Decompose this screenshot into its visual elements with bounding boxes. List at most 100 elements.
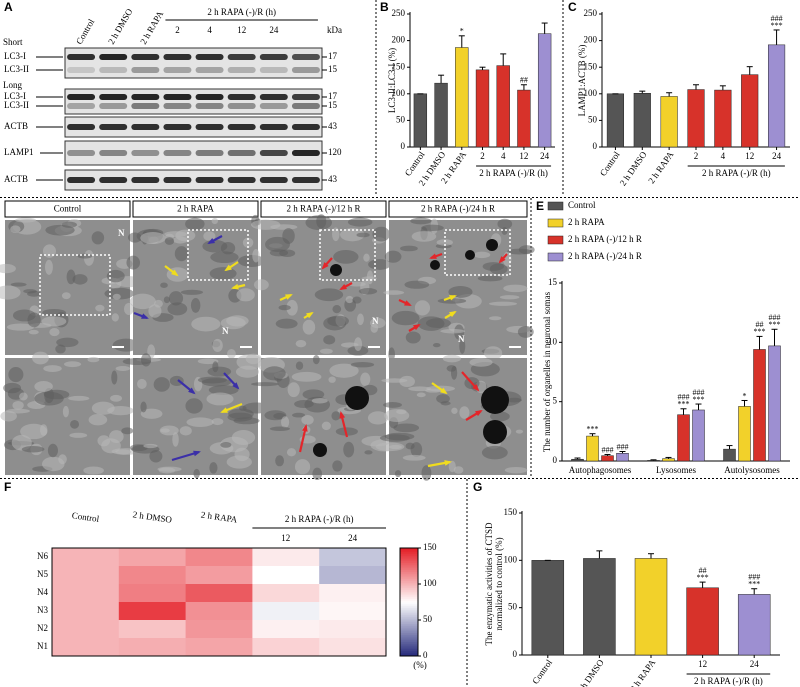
organelle (465, 250, 475, 260)
y-tick-label: 0 (553, 455, 558, 465)
arrow-head (285, 294, 293, 300)
nucleus-label: N (372, 316, 379, 326)
texture (87, 356, 100, 363)
heatmap-cell (118, 620, 187, 639)
colorbar-step (400, 549, 418, 553)
texture (3, 382, 22, 394)
blot-band (67, 94, 96, 100)
texture (23, 289, 37, 294)
colorbar-step (400, 566, 418, 569)
heatmap-cell (252, 548, 320, 567)
colorbar-step (400, 578, 418, 581)
y-tick-label: 50 (508, 602, 518, 612)
texture (185, 217, 205, 231)
organelle (483, 420, 507, 444)
blot-band (99, 124, 128, 130)
header-box (4, 200, 131, 218)
texture (112, 293, 121, 300)
colorbar-tick-label: 0 (423, 650, 428, 660)
blot-band (131, 94, 160, 100)
lane-label: 4 (207, 25, 212, 35)
colorbar-step (400, 585, 418, 589)
texture (8, 367, 24, 383)
texture (27, 312, 41, 328)
texture (421, 465, 432, 481)
y-tick-label: 200 (584, 35, 598, 45)
heatmap-cell (52, 548, 120, 567)
texture (137, 378, 147, 390)
blot-membrane (64, 47, 323, 79)
texture (517, 326, 534, 338)
colorbar-step (400, 627, 418, 630)
texture (211, 217, 219, 225)
texture (347, 217, 373, 227)
texture (361, 276, 377, 281)
texture (335, 427, 358, 436)
significance-mark: * (743, 391, 747, 400)
blot-band (99, 103, 128, 109)
texture (282, 228, 295, 244)
colorbar-step (400, 641, 418, 644)
texture (421, 224, 444, 232)
row-label: LC3-II (4, 100, 29, 110)
kda-label: 17 (328, 91, 338, 101)
texture (226, 455, 252, 469)
texture (384, 409, 410, 422)
blot-band (131, 103, 160, 109)
panel-label: B (380, 0, 389, 14)
colorbar-step (400, 609, 418, 612)
colorbar-step (400, 596, 418, 599)
colorbar-step (400, 652, 418, 655)
arrow-head (193, 450, 201, 457)
blot-band (227, 177, 256, 183)
panel-label: G (473, 480, 482, 494)
texture (112, 338, 140, 352)
colorbar-step (400, 580, 418, 583)
texture (201, 378, 232, 387)
kda-label: 120 (328, 147, 342, 157)
blot-band (195, 103, 224, 109)
heatmap-cell (118, 638, 187, 657)
texture (501, 227, 508, 235)
kda-label: 15 (328, 100, 338, 110)
texture (191, 316, 221, 332)
significance-mark: ## (699, 566, 707, 575)
error-bar (639, 90, 646, 94)
texture (383, 290, 405, 295)
bar (662, 458, 675, 462)
blot-band (67, 124, 96, 130)
bar (606, 93, 625, 148)
y-tick-label: 100 (584, 88, 598, 98)
heatmap-cell (118, 602, 187, 621)
texture (327, 315, 349, 327)
texture (42, 244, 57, 258)
texture (190, 297, 201, 313)
texture (319, 348, 333, 354)
colorbar-step (400, 630, 418, 634)
blot-band (291, 124, 320, 130)
blot-band (99, 150, 128, 156)
texture (269, 426, 290, 431)
colorbar-step (400, 591, 418, 594)
panel-label: F (4, 480, 11, 494)
blot-band (163, 67, 192, 73)
kda-label: 15 (328, 64, 338, 74)
colorbar-step (400, 558, 418, 562)
y-tick-label: 150 (504, 507, 518, 517)
arrow-head (449, 310, 457, 318)
texture (21, 446, 45, 453)
texture (286, 299, 298, 316)
blot-band (259, 94, 288, 100)
bar (616, 453, 629, 462)
texture (140, 408, 163, 419)
bar (586, 435, 599, 462)
y-tick-label: 10 (548, 336, 558, 346)
arrow-head (449, 295, 457, 301)
colorbar-step (400, 576, 418, 580)
significance-mark: *** (769, 320, 781, 329)
texture (333, 250, 359, 264)
error-bar (699, 581, 706, 588)
heatmap-cell (185, 584, 253, 603)
bar (434, 82, 448, 148)
texture (393, 423, 420, 433)
